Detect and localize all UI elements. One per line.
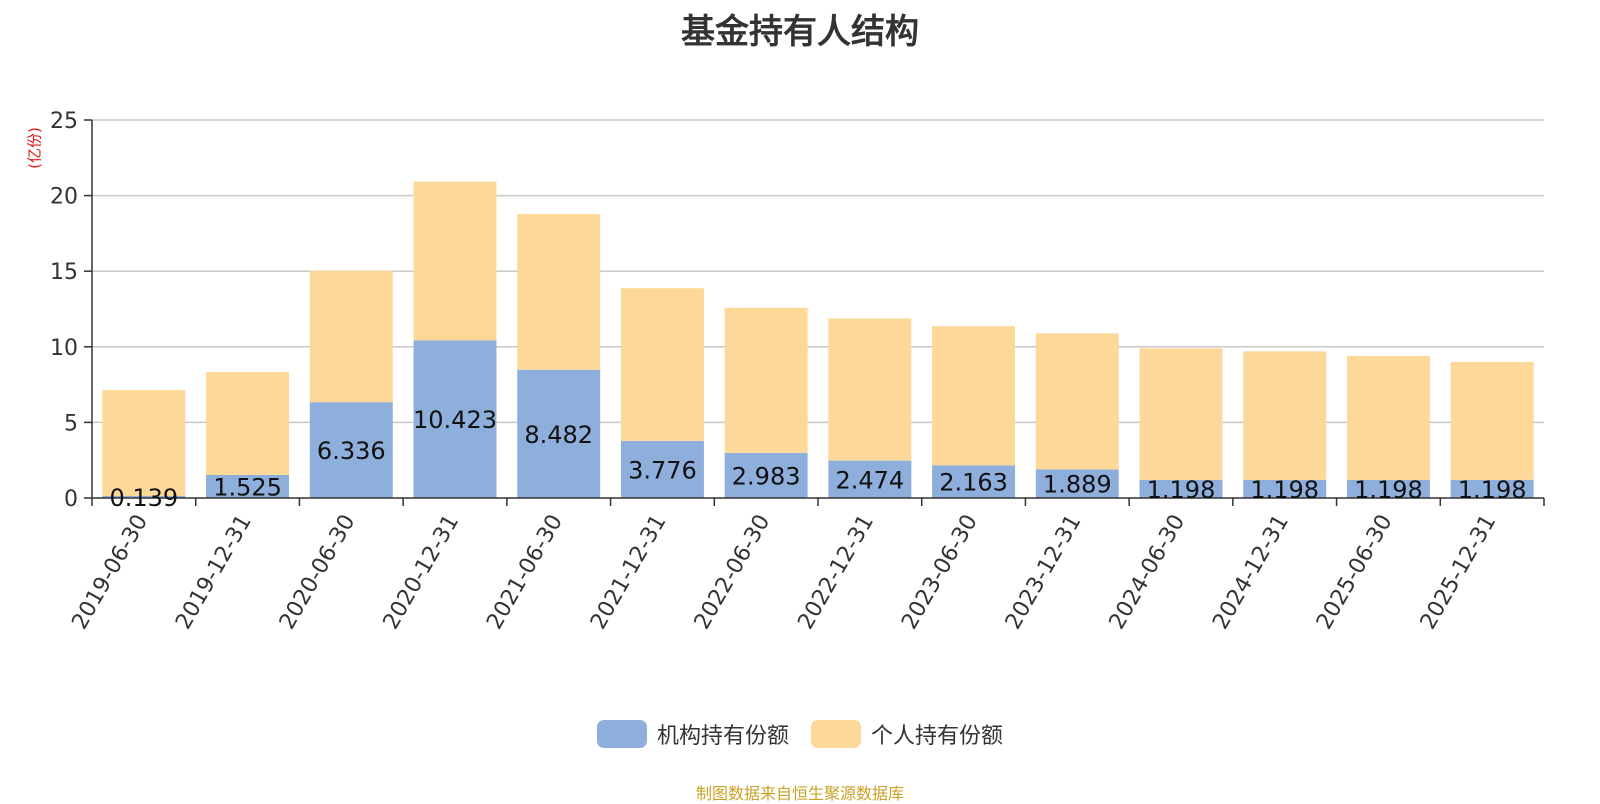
x-tick-label: 2024-12-31 (1208, 511, 1294, 634)
bar-value-label: 3.776 (628, 456, 697, 484)
bar-institutional (1035, 469, 1119, 498)
x-tick-label: 2025-12-31 (1416, 511, 1502, 634)
data-labels: 0.139 1.525 6.336 10.423 8.482 3.776 2.983 2.47… (109, 406, 1526, 512)
y-tick-label: 5 (64, 411, 78, 436)
x-tick-label: 2023-12-31 (1001, 511, 1087, 634)
bar-institutional (102, 495, 186, 498)
bar-value-label: 8.482 (524, 421, 593, 449)
bar-value-label: 10.423 (413, 406, 497, 434)
bar-individual (1243, 351, 1327, 480)
bar-individual (206, 372, 290, 475)
legend-label-institutional: 机构持有份额 (656, 724, 789, 749)
legend: 机构持有份额 个人持有份额 (0, 718, 1600, 750)
bar-individual (1139, 348, 1223, 480)
bar-individual (724, 307, 808, 453)
y-tick-label: 0 (64, 487, 78, 512)
bar-institutional (620, 440, 704, 498)
x-tick-label: 2023-06-30 (897, 511, 983, 634)
bar-institutional (309, 402, 393, 498)
legend-item-individual[interactable]: 个人持有份额 (811, 718, 1003, 750)
stacked-bar-chart: 0 5 10 15 20 25 2019-06-30 2019-12-31 2020-06-30… (50, 109, 1545, 634)
bar-value-label: 6.336 (317, 437, 386, 465)
bar-value-label: 2.163 (939, 469, 1008, 497)
bar-value-label: 1.198 (1250, 476, 1319, 504)
bar-institutional (1139, 479, 1223, 498)
legend-label-individual: 个人持有份额 (871, 724, 1004, 749)
legend-swatch-individual (811, 720, 861, 748)
bar-individual (517, 214, 601, 370)
bar-individual (620, 288, 704, 441)
x-tick-label: 2019-06-30 (67, 511, 153, 634)
bar-individual (102, 390, 186, 496)
x-tick-label: 2022-06-30 (690, 511, 776, 634)
bar-institutional (517, 369, 601, 498)
data-source-note: 制图数据来自恒生聚源数据库 (695, 784, 904, 803)
bar-institutional (724, 452, 808, 498)
x-tick-label: 2024-06-30 (1105, 511, 1191, 634)
x-tick-label: 2021-12-31 (586, 511, 672, 634)
x-tick-label: 2025-06-30 (1312, 511, 1398, 634)
x-tick-label: 2021-06-30 (482, 511, 568, 634)
bar-institutional (1346, 479, 1430, 498)
y-tick-label: 25 (50, 109, 78, 134)
x-tick-label: 2019-12-31 (171, 511, 257, 634)
x-tick-label: 2022-12-31 (793, 511, 879, 634)
y-tick-label: 10 (50, 336, 78, 361)
y-tick-label: 20 (50, 185, 78, 210)
legend-item-institutional[interactable]: 机构持有份额 (596, 718, 789, 750)
bar-value-label: 1.525 (213, 473, 282, 501)
bar-institutional (828, 460, 912, 498)
bar-individual (309, 270, 393, 403)
bar-value-label: 2.474 (835, 466, 904, 494)
bar-value-label: 1.198 (1354, 476, 1423, 504)
bar-individual (1035, 333, 1119, 470)
bar-individual (932, 326, 1016, 466)
bar-institutional (206, 474, 290, 498)
bar-individual (1450, 361, 1534, 480)
bar-individual (1346, 355, 1430, 480)
bars (102, 181, 1534, 498)
bar-individual (828, 318, 912, 461)
bar-value-label: 1.198 (1458, 476, 1527, 504)
legend-swatch-institutional (596, 720, 647, 748)
bar-institutional (1450, 479, 1534, 498)
bar-value-label: 2.983 (732, 462, 801, 490)
x-tick-label: 2020-12-31 (379, 511, 465, 634)
x-tick-label: 2020-06-30 (275, 511, 361, 634)
bar-value-label: 1.889 (1043, 471, 1112, 499)
bar-value-label: 1.198 (1147, 476, 1216, 504)
bar-institutional (932, 465, 1016, 498)
y-tick-label: 15 (50, 260, 78, 285)
bar-individual (413, 181, 497, 341)
chart-title: 基金持有人结构 (681, 12, 919, 52)
bar-value-label: 0.139 (109, 484, 178, 512)
bar-institutional (1243, 479, 1327, 498)
bar-institutional (413, 340, 497, 498)
